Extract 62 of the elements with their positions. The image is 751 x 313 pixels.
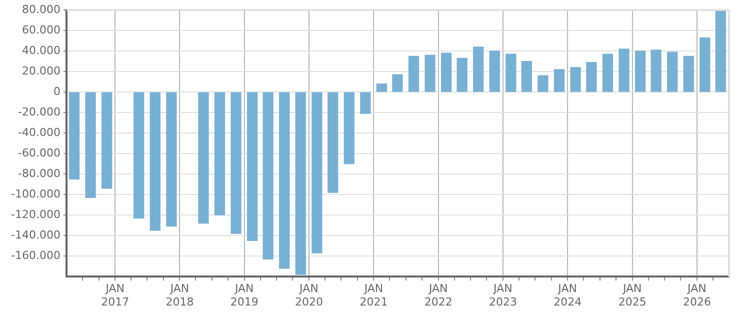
bar [230,92,242,234]
y-tick-label: -140.000 [10,228,60,242]
bar [473,46,484,92]
y-tick-label: 0 [53,84,60,98]
x-tick-label: JAN 2020 [294,282,323,308]
bar [295,92,306,275]
x-tick-label: JAN 2022 [424,282,452,308]
bar [246,92,258,242]
bar [683,56,694,92]
bar [634,50,646,92]
bar [650,50,662,92]
bar [586,62,597,92]
bar [554,69,565,92]
x-tick-label: JAN 2018 [166,282,194,308]
bar [440,52,452,92]
bar [700,37,710,92]
bar [538,75,548,92]
y-tick-label: -120.000 [10,208,60,221]
bar [360,92,371,114]
y-tick-label: -80.000 [18,166,60,180]
bar [521,60,532,92]
bar [328,92,338,193]
y-tick-label: -160.000 [10,248,60,262]
x-tick-label: JAN 2017 [101,282,130,308]
y-tick-label: -40.000 [18,126,60,139]
x-tick-label: JAN 2025 [618,282,646,308]
x-tick-label: JAN 2021 [360,282,388,308]
bar [85,92,96,198]
bar [166,92,177,227]
x-tick-label: JAN 2019 [230,282,258,308]
bar [489,50,500,92]
bar [198,92,209,224]
y-tick-label: 20.000 [22,64,60,78]
bar [150,92,160,231]
y-tick-label: 80.000 [22,2,60,16]
bar [312,92,322,254]
bar [408,56,420,92]
bar [68,92,80,180]
y-tick-label: -60.000 [18,146,60,160]
bar [279,92,290,269]
bar [392,74,403,92]
y-tick-label: -20.000 [18,105,60,118]
bar [101,92,112,189]
bar [344,92,354,164]
bar [424,54,436,92]
bar [570,67,581,92]
x-tick-label: JAN 2024 [554,282,582,308]
bar [618,48,630,92]
bar [376,84,388,92]
x-tick-label: JAN 2023 [488,282,517,308]
y-tick-label: 60.000 [22,23,60,36]
x-tick-label: JAN 2026 [682,282,711,308]
bar [715,10,726,92]
y-tick-label: 40.000 [22,44,60,57]
bar [506,54,516,92]
bar [667,52,678,92]
bar [262,92,274,260]
y-tick-label: -100.000 [10,187,60,200]
bar [456,58,468,92]
bar [602,54,614,92]
bar [134,92,144,218]
bar [214,92,226,216]
